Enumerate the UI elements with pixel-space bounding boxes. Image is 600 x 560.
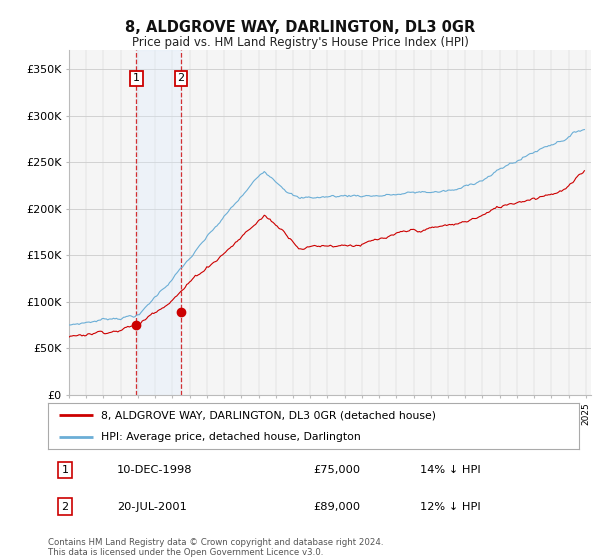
- Text: 1: 1: [133, 73, 140, 83]
- Text: 1: 1: [61, 465, 68, 475]
- Text: 8, ALDGROVE WAY, DARLINGTON, DL3 0GR: 8, ALDGROVE WAY, DARLINGTON, DL3 0GR: [125, 20, 475, 35]
- Text: £75,000: £75,000: [314, 465, 361, 475]
- Text: 2: 2: [178, 73, 185, 83]
- Text: HPI: Average price, detached house, Darlington: HPI: Average price, detached house, Darl…: [101, 432, 361, 442]
- Text: 20-JUL-2001: 20-JUL-2001: [117, 502, 187, 511]
- Text: £89,000: £89,000: [314, 502, 361, 511]
- Text: Price paid vs. HM Land Registry's House Price Index (HPI): Price paid vs. HM Land Registry's House …: [131, 36, 469, 49]
- Text: 2: 2: [61, 502, 68, 511]
- Text: 8, ALDGROVE WAY, DARLINGTON, DL3 0GR (detached house): 8, ALDGROVE WAY, DARLINGTON, DL3 0GR (de…: [101, 410, 436, 420]
- Bar: [136, 50, 181, 395]
- Text: 10-DEC-1998: 10-DEC-1998: [117, 465, 193, 475]
- Text: 12% ↓ HPI: 12% ↓ HPI: [420, 502, 481, 511]
- Text: 14% ↓ HPI: 14% ↓ HPI: [420, 465, 481, 475]
- Text: Contains HM Land Registry data © Crown copyright and database right 2024.
This d: Contains HM Land Registry data © Crown c…: [48, 538, 383, 557]
